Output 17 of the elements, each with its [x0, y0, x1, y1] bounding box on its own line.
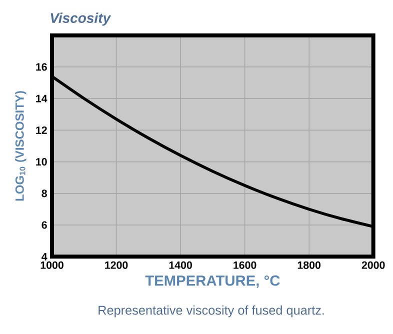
text: Representative viscosity of fused quartz. — [98, 305, 324, 318]
y-tick-label: 8 — [42, 190, 47, 198]
x-tick-label: 1200 — [105, 261, 128, 269]
y-tick-label: 4 — [42, 252, 48, 260]
x-tick-label: 1000 — [40, 261, 64, 269]
x-tick-label: 1800 — [298, 261, 320, 269]
chart-title: Viscosity — [50, 12, 112, 26]
y-tick-label: 16 — [36, 63, 47, 71]
x-tick-label: 2000 — [362, 261, 385, 269]
y-tick-label: 10 — [36, 158, 47, 166]
y-axis-title: LOG$_{10}$ (VISCOSITY) — [15, 91, 26, 201]
x-tick-label: 1400 — [169, 261, 192, 269]
y-tick-label: 6 — [42, 221, 47, 229]
x-axis-title: TEMPERATURE, °C — [145, 275, 280, 288]
y-tick-label: 14 — [36, 94, 48, 102]
y-tick-label: 12 — [36, 126, 47, 134]
x-tick-label: 1600 — [234, 261, 256, 269]
